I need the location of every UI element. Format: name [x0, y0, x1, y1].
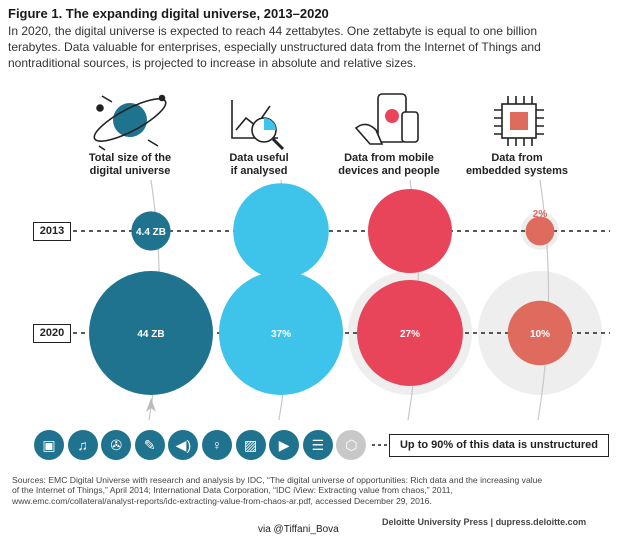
column-label-line: if analysed	[230, 165, 288, 177]
data-label-2020: 37%	[271, 329, 291, 340]
cube-icon: ⬡	[336, 430, 367, 460]
bubble-2013	[367, 188, 453, 274]
column-label-line: digital universe	[89, 165, 171, 177]
sources-line: Sources: EMC Digital Universe with resea…	[12, 475, 543, 485]
data-label-2013: 2%	[533, 209, 548, 220]
music-note-icon: ♫	[67, 430, 98, 460]
bubble-2013	[525, 216, 555, 246]
chip-icon	[494, 96, 544, 146]
data-label-2013: 4.4 ZB	[136, 227, 166, 238]
bubble-2020	[357, 280, 463, 386]
row-label-2013: 2013	[33, 222, 71, 241]
figure-intro: In 2020, the digital universe is expecte…	[8, 23, 628, 71]
play-icon: ▶	[269, 430, 300, 460]
bubble-2020	[219, 271, 343, 395]
column-label-line: devices and people	[338, 165, 440, 177]
intro-line: nontraditional sources, is projected to …	[8, 56, 417, 70]
column-label-line: Data from	[491, 152, 543, 164]
orbit-globe-icon	[93, 94, 167, 151]
column-label-line: Data useful	[229, 152, 289, 164]
bubble-2013	[131, 211, 171, 251]
publisher-credit: Deloitte University Press | dupress.delo…	[382, 517, 587, 527]
figure-title: Figure 1. The expanding digital universe…	[8, 6, 329, 21]
column-label-line: embedded systems	[465, 165, 569, 177]
connector-arrowhead	[146, 398, 156, 412]
column-label-total-size: Total size of the digital universe	[65, 152, 195, 178]
unstructured-note: Up to 90% of this data is unstructured	[389, 434, 609, 457]
column-label-embedded-data: Data from embedded systems	[452, 152, 582, 178]
sources-line: of the Internet of Things,” April 2014; …	[12, 485, 453, 496]
intro-line: In 2020, the digital universe is expecte…	[8, 24, 538, 38]
bubble-2013	[233, 183, 329, 279]
chat-icon: ☰	[302, 430, 333, 460]
data-label-2020: 10%	[530, 329, 550, 340]
data-label-2013: 22%	[271, 209, 291, 220]
data-label-2013: 17%	[400, 209, 420, 220]
image-icon: ▨	[235, 430, 266, 460]
film-reel-icon: ✇	[101, 430, 132, 460]
bubble-2020	[507, 300, 573, 366]
sources-line: www.emc.com/collateral/analyst-reports/i…	[12, 495, 432, 506]
column-label-useful-data: Data useful if analysed	[194, 152, 324, 178]
column-label-mobile-data: Data from mobile devices and people	[324, 152, 454, 178]
microphone-icon: ♀	[202, 430, 232, 460]
video-icon: ▣	[34, 430, 64, 460]
column-label-line: Data from mobile	[344, 152, 434, 164]
pen-icon: ✎	[134, 430, 165, 460]
data-label-2020: 44 ZB	[137, 329, 164, 340]
bubble-2020	[89, 271, 213, 395]
column-label-line: Total size of the	[88, 152, 172, 164]
intro-line: terabytes. Data valuable for enterprises…	[8, 40, 541, 54]
data-label-2020: 27%	[400, 329, 420, 340]
touch-phone-icon	[354, 93, 419, 145]
row-label-2020: 2020	[33, 324, 71, 343]
speaker-icon: ◀)	[168, 430, 199, 460]
sources-note: Sources: EMC Digital Universe with resea…	[12, 475, 622, 506]
connector-arc	[537, 179, 550, 421]
attribution: via @Tiffani_Bova	[258, 524, 339, 535]
magnifier-chart-icon	[231, 100, 285, 151]
